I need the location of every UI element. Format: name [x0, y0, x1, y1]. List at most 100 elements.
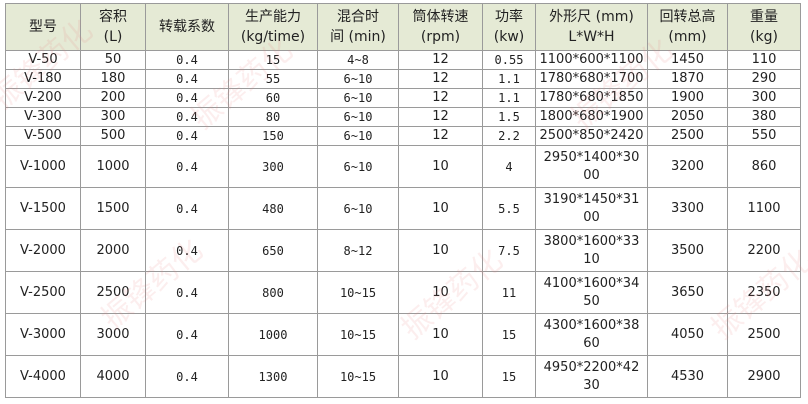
table-cell: 4950*2200*4230 [535, 355, 648, 398]
table-cell: 1100 [727, 187, 801, 230]
table-cell: 2500 [80, 271, 146, 314]
table-cell: 0.4 [145, 187, 229, 230]
table-cell: 300 [80, 107, 146, 127]
column-header-line: 外形尺 (mm) [549, 9, 634, 25]
table-cell: 3300 [647, 187, 728, 230]
column-header-line: L*W*H [568, 29, 615, 45]
table-cell: 180 [80, 69, 146, 89]
table-cell: 2350 [727, 271, 801, 314]
column-header-line: 生产能力 [245, 9, 301, 25]
column-header-line: 转载系数 [159, 19, 215, 35]
table-cell: 0.4 [145, 126, 229, 146]
table-cell: 1.5 [482, 107, 536, 127]
table-cell: 10 [398, 355, 483, 398]
table-cell: 550 [727, 126, 801, 146]
table-row: V-1000 1000 0.4 300 6~10 10 4 2950*1400*3000 320… [5, 145, 801, 188]
table-cell: 10~15 [317, 271, 399, 314]
table-cell: 2000 [80, 229, 146, 272]
column-header-line: (rpm) [420, 29, 461, 45]
table-cell: 2500*850*2420 [535, 126, 648, 146]
column-header-line: 重量 [750, 9, 778, 25]
table-cell: 380 [727, 107, 801, 127]
table-cell: 12 [398, 88, 483, 108]
table-cell: 2500 [647, 126, 728, 146]
table-cell: 6~10 [317, 187, 399, 230]
table-cell: 0.4 [145, 88, 229, 108]
table-cell: V-180 [5, 69, 81, 89]
table-cell: 1780*680*1850 [535, 88, 648, 108]
column-header: 型号 [5, 3, 81, 51]
table-cell: 2500 [727, 313, 801, 356]
table-cell: 0.4 [145, 107, 229, 127]
table-row: V-500 500 0.4 150 6~10 12 2.2 2500*850*2420 2500… [5, 126, 801, 146]
table-row: V-180 180 0.4 55 6~10 12 1.1 1780*680*1700 1870 2… [5, 69, 801, 89]
table-cell: 2.2 [482, 126, 536, 146]
column-header: 转载系数 [145, 3, 229, 51]
table-cell: 4~8 [317, 50, 399, 70]
table-cell: 1300 [228, 355, 318, 398]
table-cell: 1780*680*1700 [535, 69, 648, 89]
table-cell: 60 [228, 88, 318, 108]
table-cell: 6~10 [317, 88, 399, 108]
column-header: 回转总高 (mm) [647, 3, 728, 51]
table-cell: 6~10 [317, 126, 399, 146]
table-cell: 4 [482, 145, 536, 188]
table-cell: 11 [482, 271, 536, 314]
table-cell: 80 [228, 107, 318, 127]
table-row: V-2500 2500 0.4 800 10~15 10 11 4100*1600*3450 3… [5, 271, 801, 314]
table-cell: 2050 [647, 107, 728, 127]
table-cell: 3800*1600*3310 [535, 229, 648, 272]
column-header: 混合时间 (min) [317, 3, 399, 51]
column-header-line: (kg/time) [240, 29, 306, 45]
column-header-line: (L) [103, 29, 123, 45]
table-row: V-3000 3000 0.4 1000 10~15 10 15 4300*1600*3860… [5, 313, 801, 356]
table-cell: 0.4 [145, 229, 229, 272]
table-cell: 0.55 [482, 50, 536, 70]
table-cell: 0.4 [145, 355, 229, 398]
table-cell: 0.4 [145, 313, 229, 356]
table-cell: V-2000 [5, 229, 81, 272]
table-cell: 800 [228, 271, 318, 314]
column-header-line: (kg) [750, 29, 778, 45]
table-cell: 4000 [80, 355, 146, 398]
table-cell: 300 [228, 145, 318, 188]
column-header-line: 功率 [495, 9, 523, 25]
table-cell: 1870 [647, 69, 728, 89]
column-header-line: 筒体转速 [412, 9, 469, 25]
table-row: V-50 50 0.4 15 4~8 12 0.55 1100*600*1100 1450 110 [5, 50, 801, 70]
table-cell: 10~15 [317, 313, 399, 356]
table-cell: V-500 [5, 126, 81, 146]
column-header-line: 回转总高 [659, 9, 716, 25]
table-cell: 3190*1450*3100 [535, 187, 648, 230]
table-cell: 1800*680*1900 [535, 107, 648, 127]
column-header: 生产能力 (kg/time) [228, 3, 318, 51]
table-cell: 1450 [647, 50, 728, 70]
table-cell: 3200 [647, 145, 728, 188]
table-cell: 0.4 [145, 145, 229, 188]
table-cell: 10 [398, 313, 483, 356]
table-cell: 10 [398, 271, 483, 314]
table-cell: V-1000 [5, 145, 81, 188]
table-row: V-2000 2000 0.4 650 8~12 10 7.5 3800*1600*3310 3… [5, 229, 801, 272]
table-cell: 860 [727, 145, 801, 188]
column-header: 筒体转速 (rpm) [398, 3, 483, 51]
table-cell: V-300 [5, 107, 81, 127]
table-cell: 10~15 [317, 355, 399, 398]
table-cell: V-1500 [5, 187, 81, 230]
table-cell: 290 [727, 69, 801, 89]
table-cell: 2200 [727, 229, 801, 272]
table-row: V-1500 1500 0.4 480 6~10 10 5.5 3190*1450*3100 3… [5, 187, 801, 230]
table-cell: 2900 [727, 355, 801, 398]
table-cell: 1500 [80, 187, 146, 230]
table-cell: 10 [398, 145, 483, 188]
table-cell: 10 [398, 187, 483, 230]
table-cell: 480 [228, 187, 318, 230]
table-cell: 3650 [647, 271, 728, 314]
table-cell: 1900 [647, 88, 728, 108]
table-cell: 7.5 [482, 229, 536, 272]
table-cell: 4300*1600*3860 [535, 313, 648, 356]
table-cell: 12 [398, 126, 483, 146]
column-header-line: (mm) [668, 29, 707, 45]
table-cell: 15 [482, 355, 536, 398]
column-header-line: 混合时 [337, 9, 379, 25]
